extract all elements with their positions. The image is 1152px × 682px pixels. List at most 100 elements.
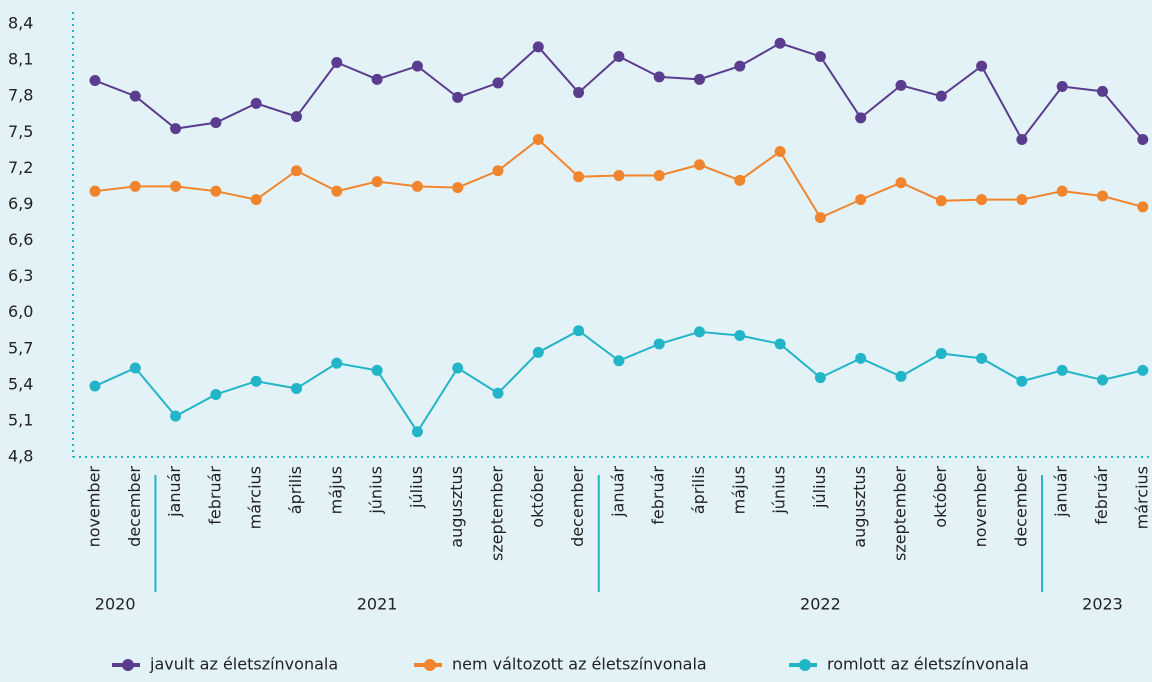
data-point [129,180,141,192]
x-tick-label: szeptember [891,466,910,561]
data-point [734,60,746,72]
data-point [1137,364,1149,376]
data-point [895,79,907,91]
x-tick-label: április [286,466,305,514]
data-point [1056,81,1068,93]
data-point [89,185,101,197]
x-tick-label: január [1052,466,1071,518]
legend-label: javult az életszínvonala [149,655,338,674]
y-tick-label: 5,7 [8,338,33,357]
data-point [653,338,665,350]
year-label: 2021 [357,595,398,614]
x-tick-label: június [770,466,789,515]
x-tick-label: október [528,466,547,528]
data-point [613,50,625,62]
data-point [532,133,544,145]
data-point [935,348,947,360]
legend-label: romlott az életszínvonala [827,655,1029,674]
data-point [1016,194,1028,206]
x-tick-label: február [205,466,224,525]
y-tick-label: 6,9 [8,194,33,213]
data-point [573,171,585,183]
data-point [1097,374,1108,386]
data-point [613,355,625,367]
data-point [170,410,182,422]
x-tick-label: november [85,466,104,548]
y-tick-label: 6,0 [8,302,33,321]
data-point [452,362,464,374]
data-point [452,91,464,103]
x-tick-label: július [407,466,426,509]
data-point [210,117,222,129]
data-point [976,352,988,364]
data-point [855,352,867,364]
data-point [492,77,504,89]
data-point [774,145,786,157]
data-point [895,177,907,189]
data-point [492,165,504,177]
data-point [129,90,141,102]
data-point [814,212,826,224]
year-label: 2023 [1082,595,1123,614]
data-point [935,90,947,102]
x-tick-label: február [1092,466,1111,525]
x-tick-label: szeptember [488,466,507,561]
y-tick-label: 6,3 [8,266,33,285]
data-point [573,87,585,99]
data-point [1097,190,1108,202]
y-tick-label: 4,8 [8,447,33,466]
x-tick-label: augusztus [850,466,869,548]
data-point [331,56,343,68]
data-point [1056,364,1068,376]
data-point [1137,133,1149,145]
data-point [371,364,383,376]
data-point [694,326,705,338]
x-tick-label: december [1011,466,1030,547]
data-point [250,375,262,387]
data-point [855,194,867,206]
data-point [1016,375,1028,387]
data-point [371,176,383,188]
data-point [411,60,423,72]
data-point [573,325,585,337]
data-point [411,426,423,438]
data-point [1016,133,1028,145]
y-tick-label: 7,2 [8,158,33,177]
data-point [532,346,544,358]
data-point [129,362,141,374]
legend-marker [799,659,811,671]
data-point [976,60,988,72]
x-tick-label: február [649,466,668,525]
data-point [170,180,182,192]
data-point [89,75,101,87]
legend-marker [122,659,134,671]
legend-label: nem változott az életszínvonala [452,655,707,674]
data-point [210,185,222,197]
y-tick-label: 7,5 [8,122,33,141]
y-tick-label: 7,8 [8,86,33,105]
data-point [170,123,182,135]
x-tick-label: április [689,466,708,514]
data-point [935,195,947,207]
data-point [855,112,867,124]
x-tick-label: március [246,466,265,529]
data-point [774,37,786,49]
data-point [291,382,302,394]
data-point [291,111,302,123]
x-tick-label: október [931,466,950,528]
data-point [532,41,544,53]
data-point [331,357,343,369]
data-point [734,174,746,186]
data-point [331,185,343,197]
data-point [734,330,746,342]
x-tick-label: január [608,466,627,518]
data-point [814,50,826,62]
y-tick-label: 5,1 [8,410,33,429]
data-point [653,71,665,83]
y-tick-label: 8,1 [8,50,33,69]
data-point [774,338,786,350]
legend-marker [424,659,436,671]
data-point [371,73,383,85]
data-point [452,182,464,194]
data-point [976,194,988,206]
